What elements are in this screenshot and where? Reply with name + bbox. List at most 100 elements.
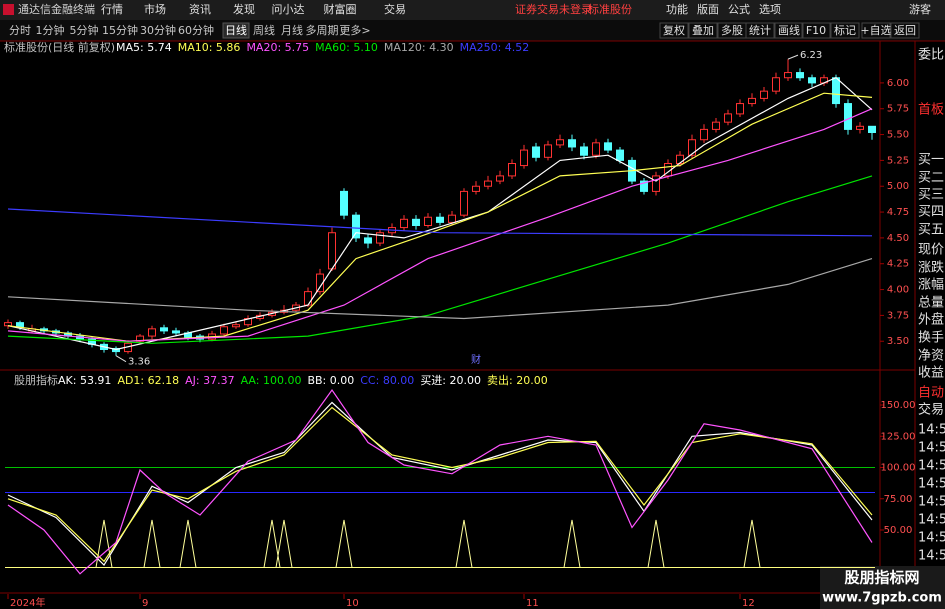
tool-button-label[interactable]: 复权 — [663, 23, 685, 37]
login-notice[interactable]: 标准股份 — [588, 2, 632, 16]
side-label[interactable]: 涨幅 — [918, 278, 944, 293]
side-label[interactable]: 14:56 — [918, 477, 945, 492]
candle-body — [484, 180, 492, 187]
candle-body — [844, 103, 852, 130]
menu-item[interactable]: 行情 — [101, 3, 123, 16]
candle-body — [796, 72, 804, 79]
side-label[interactable]: 自动 — [918, 386, 944, 401]
annotation-label: 3.36 — [128, 357, 150, 368]
tool-button-label[interactable]: 画线 — [778, 23, 800, 37]
menu-item[interactable]: 版面 — [697, 2, 719, 16]
menu-item[interactable]: 选项 — [759, 3, 781, 16]
x-tick-label: 9 — [142, 598, 148, 609]
side-label[interactable]: 外盘 — [918, 312, 944, 328]
menu-item[interactable]: 发现 — [233, 2, 255, 16]
indicator-legend: 卖出: 20.00 — [487, 373, 548, 387]
side-label[interactable]: 买五 — [918, 223, 944, 238]
indicator-line — [7, 401, 873, 566]
tool-button-label[interactable]: 多股 — [721, 23, 743, 37]
candle-body — [532, 146, 540, 158]
annotation-pointer — [115, 355, 127, 363]
side-label[interactable]: 14:56 — [918, 441, 945, 456]
indicator-line — [7, 406, 873, 563]
side-label[interactable]: 14:56 — [918, 423, 945, 438]
side-label[interactable]: 换手 — [918, 331, 944, 346]
side-label[interactable]: 14:56 — [918, 549, 945, 564]
x-tick-label: 12 — [742, 598, 755, 609]
user[interactable]: 游客 — [909, 2, 931, 16]
signal-triangle — [647, 519, 665, 568]
period-tab[interactable]: 60分钟 — [178, 23, 214, 37]
indicator-line — [7, 388, 873, 575]
y-tick-label: 100.00 — [881, 463, 916, 474]
period-tab[interactable]: 更多> — [339, 23, 370, 37]
period-tab[interactable]: 日线 — [225, 23, 247, 37]
candle-body — [376, 232, 384, 244]
candle-body — [724, 113, 732, 123]
menu-item[interactable]: 公式 — [728, 3, 750, 16]
login-notice[interactable]: 证券交易未登录 — [515, 2, 592, 16]
side-label[interactable]: 收益 — [918, 366, 944, 381]
signal-triangle — [743, 519, 761, 568]
watermark-url: www.7gpzb.com — [822, 591, 942, 606]
app-icon — [3, 4, 14, 15]
tool-button-label[interactable]: 统计 — [749, 24, 771, 37]
y-tick-label: 4.25 — [887, 259, 909, 270]
candle-body — [412, 218, 420, 227]
tool-button-label[interactable]: 叠加 — [692, 24, 714, 37]
y-tick-label: 3.50 — [887, 336, 909, 347]
side-label[interactable]: 14:56 — [918, 495, 945, 510]
side-label[interactable]: 买一 — [918, 153, 944, 168]
side-label[interactable]: 买二 — [918, 171, 944, 186]
side-label[interactable]: 14:56 — [918, 513, 945, 528]
menu-item[interactable]: 财富圈 — [324, 2, 357, 16]
candle-body — [364, 237, 372, 244]
side-label[interactable]: 14:56 — [918, 531, 945, 546]
menu-item[interactable]: 资讯 — [189, 3, 211, 16]
candle-body — [748, 97, 756, 105]
tool-button-label[interactable]: +自选 — [860, 24, 891, 37]
candle-body — [496, 175, 504, 182]
menu-item[interactable]: 功能 — [666, 2, 688, 16]
side-label[interactable]: 14:56 — [918, 459, 945, 474]
signal-triangle — [143, 519, 161, 568]
side-label[interactable]: 总量 — [918, 296, 944, 311]
side-label[interactable]: 买三 — [918, 188, 944, 203]
y-tick-label: 125.00 — [881, 431, 916, 442]
candle-body — [16, 322, 24, 328]
candle-body — [172, 330, 180, 334]
tool-button-label[interactable]: 标记 — [834, 23, 856, 37]
candle-body — [640, 180, 648, 192]
side-label[interactable]: 现价 — [918, 243, 944, 258]
menu-bar — [0, 0, 945, 20]
ma-legend: MA250: 4.52 — [460, 41, 530, 54]
period-tab[interactable]: 30分钟 — [140, 23, 176, 37]
period-tab[interactable]: 分时 — [9, 24, 31, 37]
period-tab[interactable]: 月线 — [281, 23, 303, 37]
period-tab[interactable]: 5分钟 — [70, 23, 99, 37]
signal-triangle — [563, 519, 581, 568]
side-label[interactable]: 首板 — [918, 103, 944, 118]
period-tab[interactable]: 15分钟 — [102, 23, 138, 37]
y-tick-label: 4.50 — [887, 233, 909, 244]
tool-button-label[interactable]: 返回 — [894, 24, 916, 37]
period-tab[interactable]: 1分钟 — [36, 23, 65, 37]
tool-button-label[interactable]: F10 — [806, 24, 826, 37]
candle-body — [568, 139, 576, 148]
side-label[interactable]: 买四 — [918, 205, 944, 220]
side-label[interactable]: 交易 — [918, 402, 944, 418]
period-tab[interactable]: 多周期 — [306, 23, 339, 37]
side-label[interactable]: 涨跌 — [918, 260, 944, 276]
menu-item[interactable]: 市场 — [144, 2, 166, 16]
tool-button — [801, 22, 831, 39]
candle-body — [868, 125, 876, 134]
signal-triangle — [455, 519, 473, 568]
menu-item[interactable]: 问小达 — [272, 3, 305, 16]
side-label[interactable]: 委比 — [918, 48, 944, 63]
candle-body — [652, 175, 660, 192]
candle-body — [460, 190, 468, 216]
period-tab[interactable]: 周线 — [253, 23, 275, 37]
side-label[interactable]: 净资 — [918, 349, 944, 364]
menu-item[interactable]: 交易 — [384, 2, 406, 16]
